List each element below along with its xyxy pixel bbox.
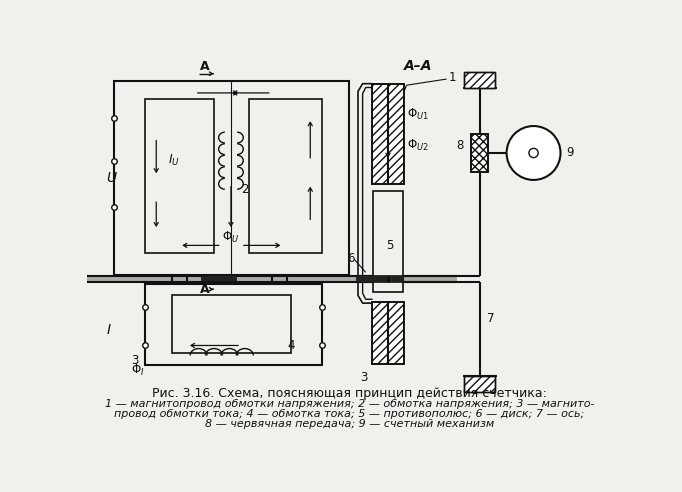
Bar <box>374 191 402 292</box>
Bar <box>372 84 404 184</box>
Text: провод обмотки тока; 4 — обмотка тока; 5 — противополюс; 6 — диск; 7 — ось;: провод обмотки тока; 4 — обмотка тока; 5… <box>115 409 584 419</box>
Bar <box>471 134 488 172</box>
Bar <box>172 295 291 353</box>
Text: $\Phi_U$: $\Phi_U$ <box>222 230 239 245</box>
Bar <box>145 284 322 365</box>
Bar <box>471 134 488 172</box>
Text: $\Phi_{U2}$: $\Phi_{U2}$ <box>406 138 428 153</box>
Text: A–A: A–A <box>404 59 432 73</box>
Bar <box>201 275 235 281</box>
Text: 8: 8 <box>456 139 464 152</box>
Bar <box>464 72 495 88</box>
Text: 1: 1 <box>449 71 456 84</box>
Text: $I_U$: $I_U$ <box>168 153 180 168</box>
Text: 2: 2 <box>241 184 248 196</box>
Text: 3: 3 <box>131 354 138 368</box>
Text: 6: 6 <box>347 252 355 265</box>
Text: A: A <box>200 283 209 296</box>
Bar <box>372 84 404 184</box>
Text: 5: 5 <box>386 239 393 252</box>
Text: 1 — магнитопровод обмотки напряжения; 2 — обмотка напряжения; 3 — магнито-: 1 — магнитопровод обмотки напряжения; 2 … <box>105 399 594 409</box>
Bar <box>114 81 349 275</box>
Text: I: I <box>106 323 110 337</box>
Text: U: U <box>106 171 117 184</box>
Bar <box>372 303 404 364</box>
Text: 8 — червячная передача; 9 — счетный механизм: 8 — червячная передача; 9 — счетный меха… <box>205 419 494 429</box>
Bar <box>464 376 495 392</box>
Bar <box>87 276 456 281</box>
Text: Рис. 3.16. Схема, поясняющая принцип действия счетчика:: Рис. 3.16. Схема, поясняющая принцип дей… <box>152 387 547 400</box>
Bar <box>372 303 404 364</box>
Bar <box>145 99 214 253</box>
Circle shape <box>529 149 538 157</box>
Text: 9: 9 <box>566 147 574 159</box>
Text: $\Phi_I$: $\Phi_I$ <box>131 363 145 378</box>
Text: 7: 7 <box>488 312 495 325</box>
Bar <box>249 99 322 253</box>
Text: 3: 3 <box>360 371 368 384</box>
Bar <box>464 376 495 392</box>
Circle shape <box>507 126 561 180</box>
Bar <box>357 276 402 281</box>
Text: $\Phi_{U1}$: $\Phi_{U1}$ <box>406 107 428 122</box>
Text: A: A <box>200 60 209 73</box>
Bar <box>464 72 495 88</box>
Text: 4: 4 <box>287 339 295 352</box>
